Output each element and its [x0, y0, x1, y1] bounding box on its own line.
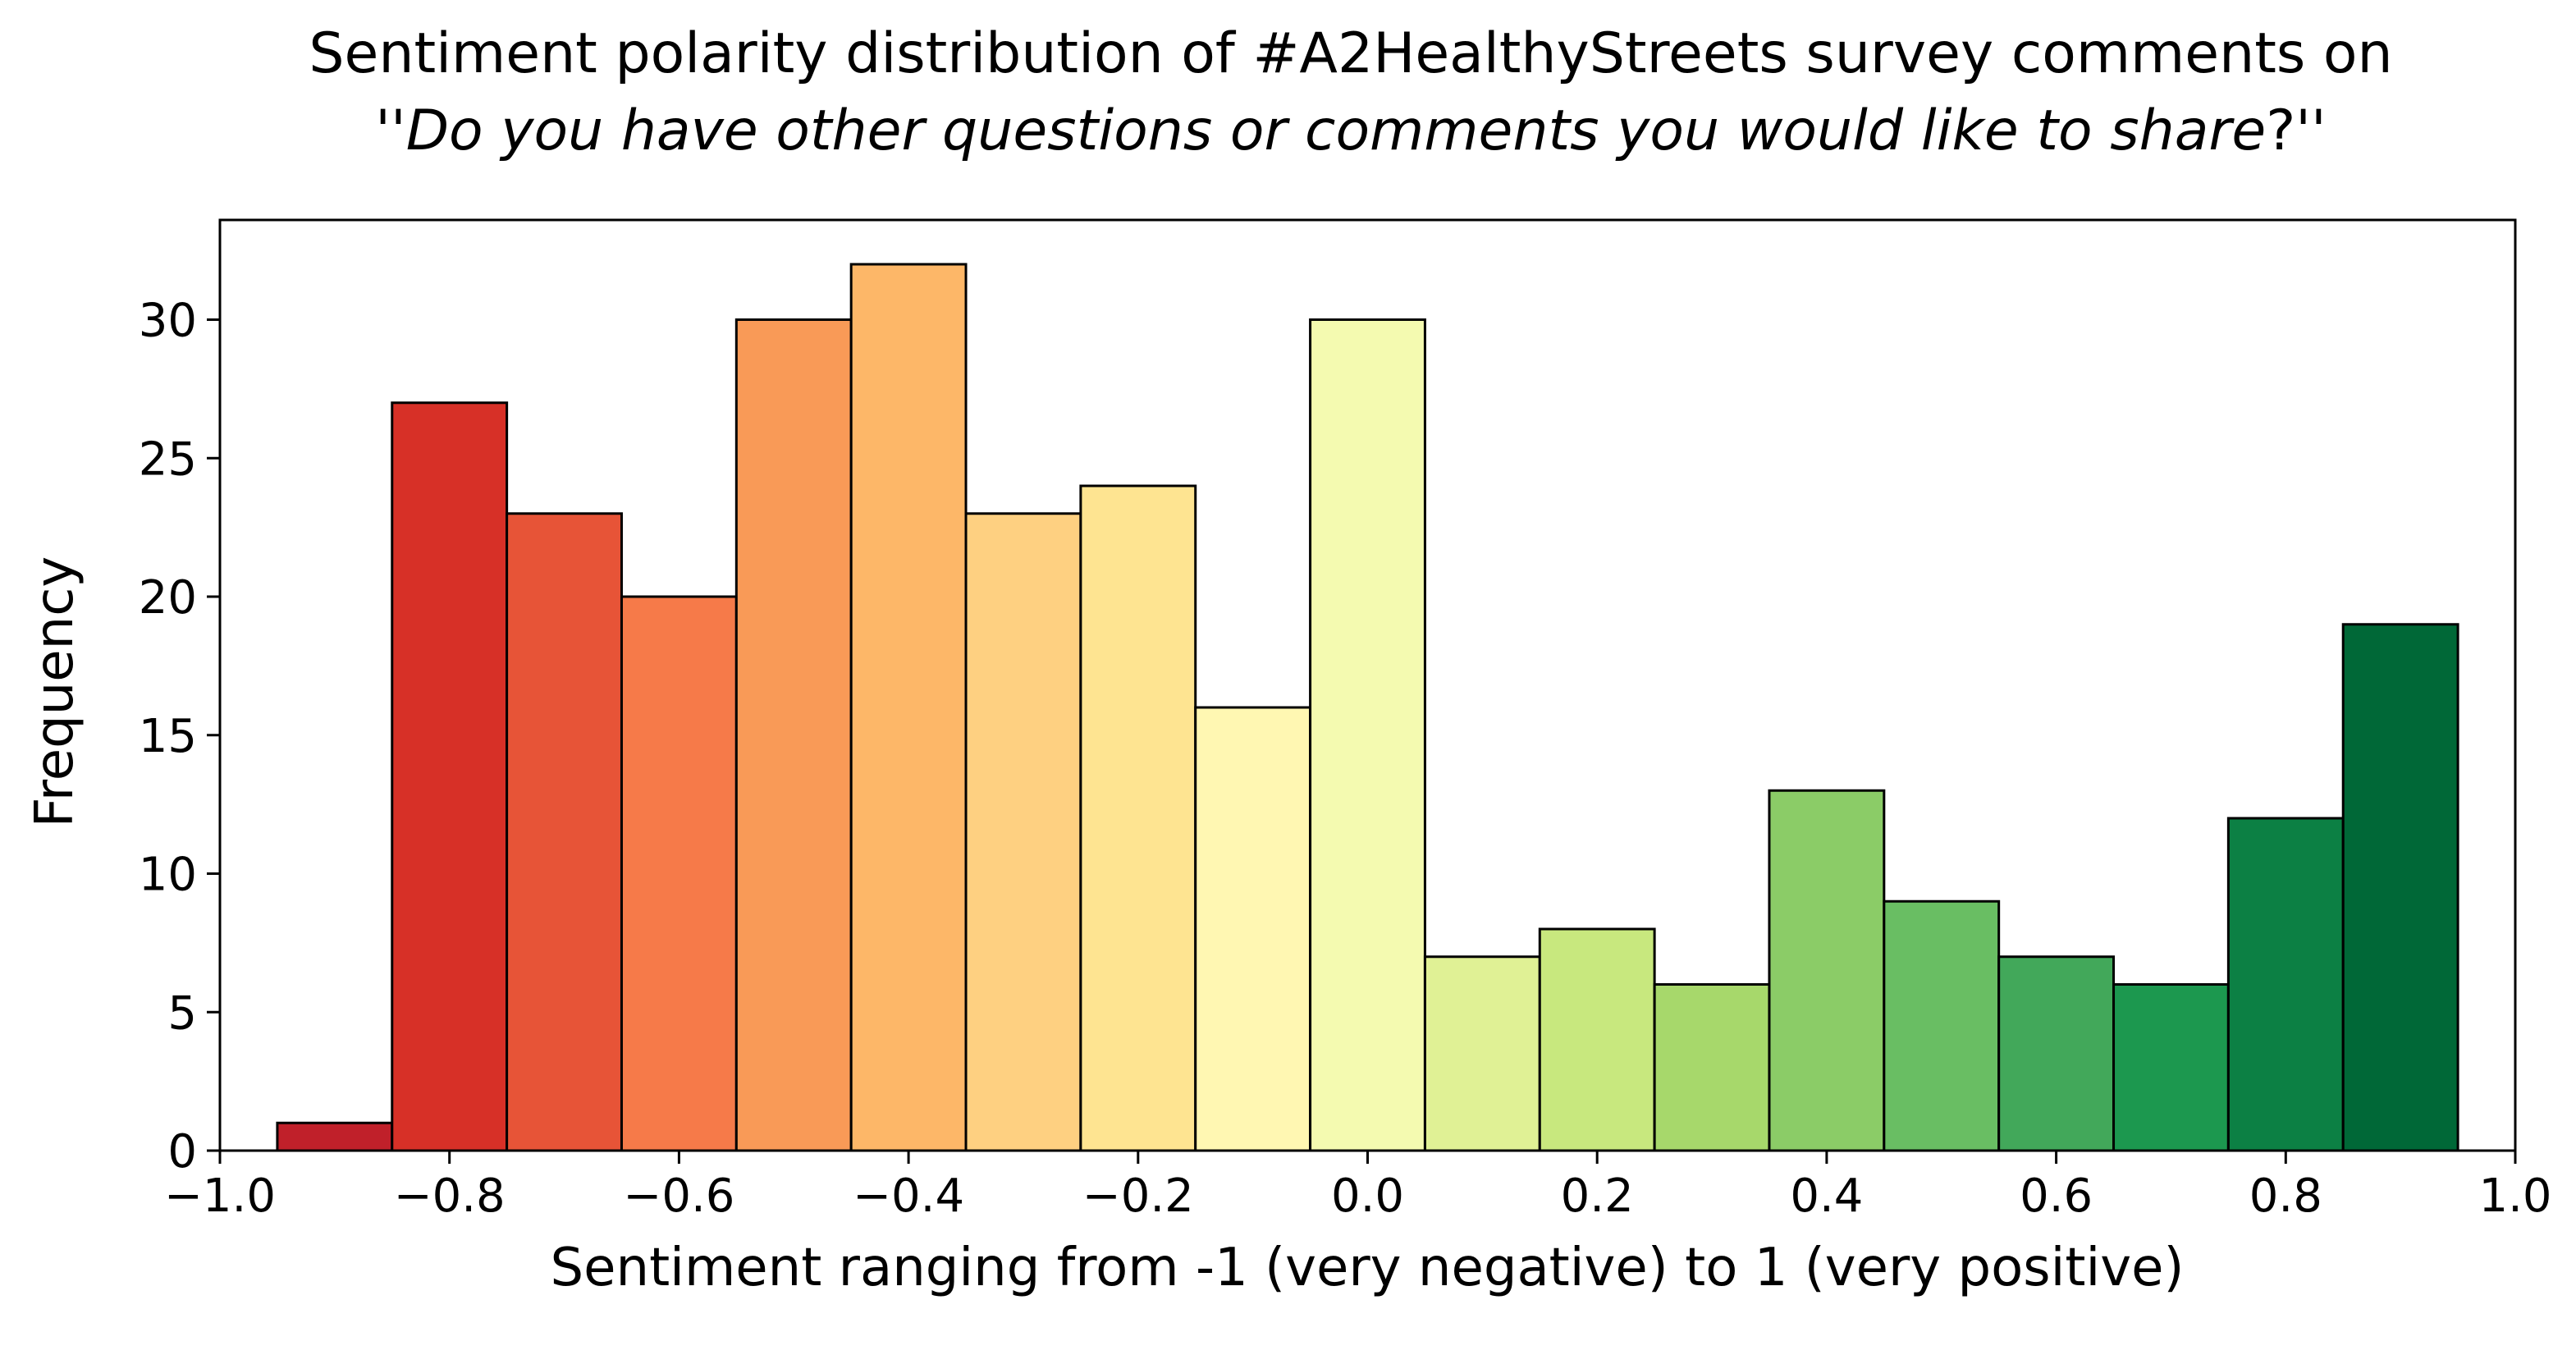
x-tick-label-5: 0.0: [1331, 1169, 1404, 1223]
bar-16: [2112, 983, 2230, 1152]
y-axis-ticks: 0 5 10 15 20 25 30: [139, 295, 220, 1179]
bar-18: [2341, 623, 2459, 1152]
bar-15: [1997, 955, 2116, 1152]
x-tick-label-8: 0.6: [2020, 1169, 2093, 1223]
bar-11: [1538, 927, 1656, 1152]
chart-title-line2-suffix: ?'': [2266, 98, 2326, 163]
x-tick-label-4: −0.2: [1082, 1169, 1194, 1223]
x-tick-label-2: −0.6: [623, 1169, 734, 1223]
chart-title-line1: Sentiment polarity distribution of #A2He…: [309, 21, 2392, 86]
bar-4: [734, 318, 853, 1152]
bar-1: [391, 401, 509, 1152]
y-tick-label-5: 25: [139, 433, 197, 486]
bar-9: [1309, 318, 1426, 1152]
x-tick-label-0: −1.0: [164, 1169, 276, 1223]
y-tick-label-1: 5: [167, 986, 197, 1040]
y-tick-label-0: 0: [167, 1125, 197, 1179]
bar-12: [1653, 983, 1771, 1152]
x-axis-label: Sentiment ranging from -1 (very negative…: [551, 1238, 2185, 1298]
bar-3: [620, 595, 738, 1152]
x-tick-label-6: 0.2: [1561, 1169, 1634, 1223]
x-axis-ticks: −1.0 −0.8 −0.6 −0.4 −0.2 0.0 0.2 0.4 0.6 0.8 1.0: [164, 1151, 2552, 1223]
bar-13: [1768, 789, 1886, 1152]
y-tick-label-6: 30: [139, 295, 197, 348]
x-tick-label-1: −0.8: [394, 1169, 506, 1223]
x-tick-label-10: 1.0: [2478, 1169, 2551, 1223]
y-axis-label: Frequency: [25, 556, 85, 828]
bar-10: [1423, 955, 1541, 1152]
bar-14: [1883, 899, 2001, 1152]
y-tick-label-2: 10: [139, 849, 197, 902]
bar-6: [964, 512, 1082, 1152]
y-tick-label-4: 20: [139, 571, 197, 625]
bars-group: [276, 263, 2459, 1152]
bar-8: [1194, 706, 1312, 1152]
y-tick-label-3: 15: [139, 710, 197, 763]
bar-5: [849, 263, 968, 1152]
x-tick-label-7: 0.4: [1790, 1169, 1863, 1223]
chart-title-line2: ''Do you have other questions or comment…: [375, 98, 2326, 163]
bar-7: [1079, 484, 1197, 1152]
x-tick-label-9: 0.8: [2249, 1169, 2322, 1223]
bar-17: [2226, 817, 2345, 1152]
plot-frame: [218, 218, 2517, 1152]
bar-0: [276, 1121, 394, 1152]
chart-title-line2-prefix: '': [375, 98, 405, 163]
chart-title-line2-italic: Do you have other questions or comments …: [406, 98, 2267, 163]
x-tick-label-3: −0.4: [853, 1169, 964, 1223]
bar-2: [506, 512, 623, 1152]
